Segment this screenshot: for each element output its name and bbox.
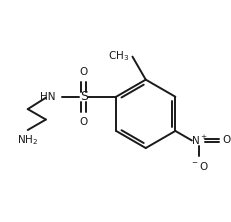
- Text: O: O: [80, 117, 88, 127]
- Text: N$^+$: N$^+$: [191, 134, 208, 147]
- Text: S: S: [80, 90, 88, 103]
- Text: $^-$O: $^-$O: [190, 160, 209, 172]
- Text: CH$_3$: CH$_3$: [108, 49, 130, 63]
- Text: O: O: [80, 67, 88, 77]
- Text: NH$_2$: NH$_2$: [17, 133, 38, 147]
- Text: O: O: [222, 135, 231, 145]
- Text: HN: HN: [40, 92, 55, 102]
